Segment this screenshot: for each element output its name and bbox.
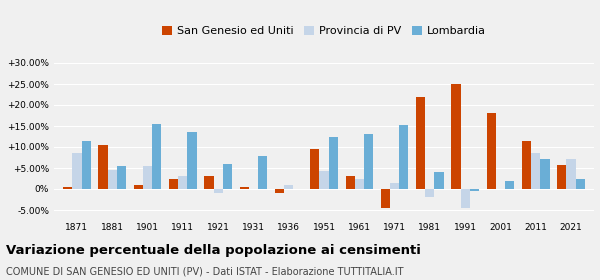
Bar xyxy=(522,141,531,189)
Bar xyxy=(381,189,390,208)
Bar xyxy=(169,179,178,189)
Bar xyxy=(557,165,566,189)
Bar xyxy=(117,166,126,189)
Bar xyxy=(451,84,461,189)
Bar xyxy=(434,172,443,189)
Bar xyxy=(531,153,541,189)
Bar xyxy=(310,149,319,189)
Bar xyxy=(73,153,82,189)
Bar xyxy=(214,189,223,193)
Bar xyxy=(575,179,585,189)
Bar xyxy=(178,176,187,189)
Bar xyxy=(152,124,161,189)
Bar xyxy=(470,189,479,191)
Bar xyxy=(134,185,143,189)
Bar xyxy=(461,189,470,208)
Bar xyxy=(329,137,338,189)
Bar xyxy=(258,156,267,189)
Bar xyxy=(284,185,293,189)
Bar xyxy=(346,176,355,189)
Bar xyxy=(541,159,550,189)
Bar xyxy=(364,134,373,189)
Bar xyxy=(399,125,409,189)
Bar xyxy=(355,179,364,189)
Bar xyxy=(275,189,284,193)
Text: Variazione percentuale della popolazione ai censimenti: Variazione percentuale della popolazione… xyxy=(6,244,421,256)
Bar xyxy=(223,164,232,189)
Bar xyxy=(416,97,425,189)
Bar xyxy=(425,189,434,197)
Bar xyxy=(98,145,107,189)
Bar xyxy=(487,113,496,189)
Bar xyxy=(82,141,91,189)
Bar xyxy=(63,187,73,189)
Bar xyxy=(319,171,329,189)
Bar xyxy=(143,166,152,189)
Bar xyxy=(505,181,514,189)
Bar xyxy=(566,159,575,189)
Bar xyxy=(205,176,214,189)
Legend: San Genesio ed Uniti, Provincia di PV, Lombardia: San Genesio ed Uniti, Provincia di PV, L… xyxy=(162,26,486,36)
Text: COMUNE DI SAN GENESIO ED UNITI (PV) - Dati ISTAT - Elaborazione TUTTITALIA.IT: COMUNE DI SAN GENESIO ED UNITI (PV) - Da… xyxy=(6,266,404,276)
Bar xyxy=(187,132,197,189)
Bar xyxy=(390,183,399,189)
Bar xyxy=(239,187,249,189)
Bar xyxy=(107,170,117,189)
